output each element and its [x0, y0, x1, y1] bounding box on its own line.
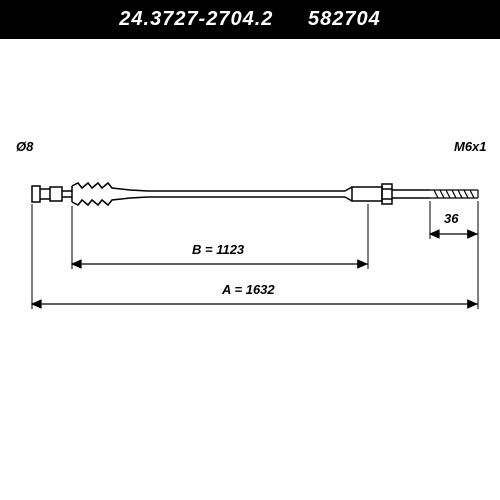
- cable: [148, 191, 345, 197]
- label-diameter: Ø8: [16, 139, 33, 154]
- technical-drawing: [0, 39, 500, 499]
- left-fitting: [32, 186, 72, 202]
- label-thread: M6x1: [454, 139, 487, 154]
- label-a: A = 1632: [222, 282, 275, 297]
- header-bar: 24.3727-2704.2 582704: [0, 0, 500, 39]
- label-b: B = 1123: [192, 242, 244, 257]
- diagram-area: Ø8 M6x1 36 B = 1123 A = 1632: [0, 39, 500, 499]
- label-36: 36: [444, 211, 458, 226]
- threaded-end: [430, 190, 478, 198]
- part-number-2: 582704: [308, 8, 381, 30]
- right-fitting: [345, 184, 430, 204]
- bellows: [72, 183, 148, 205]
- part-number-1: 24.3727-2704.2: [119, 8, 273, 30]
